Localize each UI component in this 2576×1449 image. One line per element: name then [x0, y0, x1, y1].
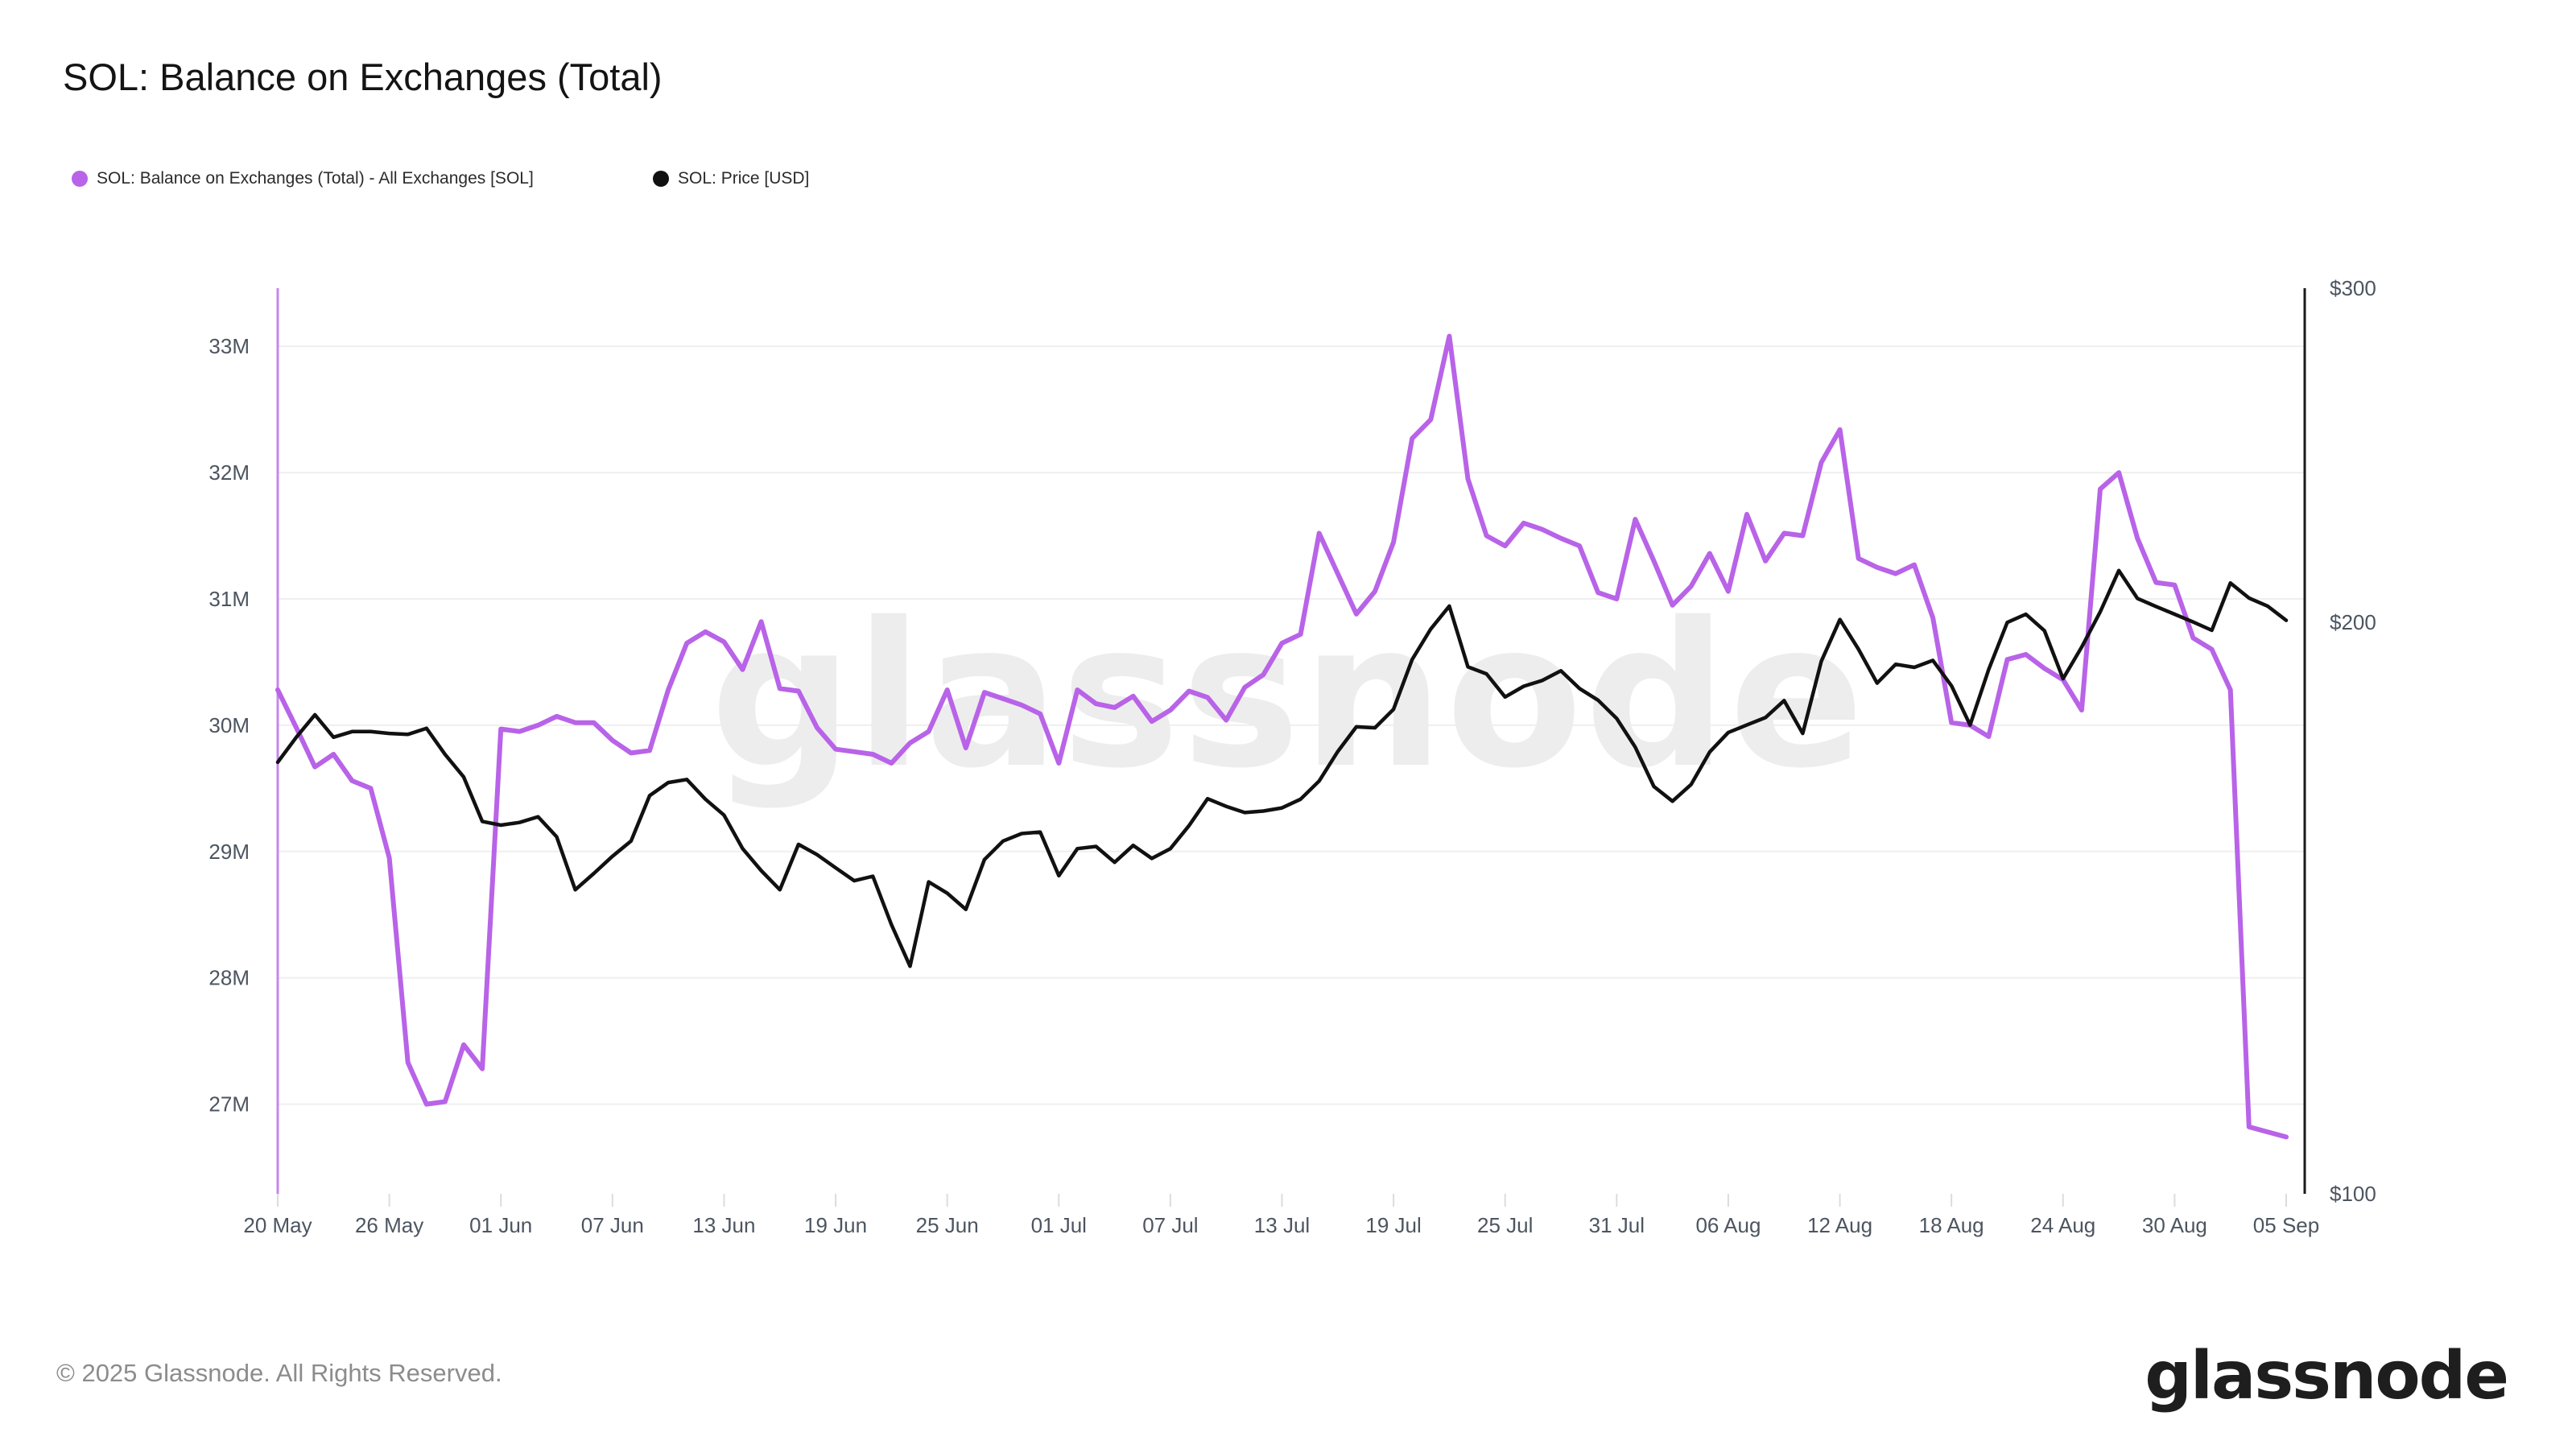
y-axis-right-tick-label: $200: [2330, 610, 2376, 634]
legend-label-balance: SOL: Balance on Exchanges (Total) - All …: [97, 169, 534, 188]
price-line: [275, 568, 2289, 968]
x-axis-tick-label: 31 Jul: [1589, 1213, 1645, 1237]
watermark: glassnode: [710, 580, 1866, 812]
y-axis-left-tick-label: 31M: [208, 587, 250, 611]
x-axis-tick-label: 24 Aug: [2030, 1213, 2095, 1237]
x-axis-tick-label: 01 Jul: [1031, 1213, 1087, 1237]
x-axis-tick-label: 12 Aug: [1807, 1213, 1872, 1237]
legend-dot-price-icon: [653, 171, 669, 187]
y-axis-left-tick-label: 32M: [208, 460, 250, 485]
glassnode-logo: glassnode: [2145, 1338, 2509, 1414]
x-axis-tick-label: 05 Sep: [2253, 1213, 2319, 1237]
y-axis-left-tick-label: 29M: [208, 840, 250, 864]
x-axis-tick-label: 19 Jul: [1365, 1213, 1421, 1237]
legend-label-price: SOL: Price [USD]: [678, 169, 810, 188]
x-axis-tick-label: 25 Jun: [916, 1213, 979, 1237]
x-axis-tick-label: 13 Jun: [692, 1213, 755, 1237]
x-axis-tick-label: 01 Jun: [469, 1213, 532, 1237]
x-axis-tick-label: 30 Aug: [2142, 1213, 2207, 1237]
y-axis-right-tick-label: $100: [2330, 1182, 2376, 1206]
y-axis-right-tick-label: $300: [2330, 276, 2376, 300]
legend-dot-balance-icon: [72, 171, 88, 187]
x-axis-tick-label: 20 May: [243, 1213, 312, 1237]
copyright-text: © 2025 Glassnode. All Rights Reserved.: [56, 1359, 502, 1387]
x-axis-tick-label: 25 Jul: [1477, 1213, 1533, 1237]
legend-item-balance[interactable]: SOL: Balance on Exchanges (Total) - All …: [71, 167, 534, 190]
y-axis-left-tick-label: 30M: [208, 713, 250, 737]
y-axis-left-tick-label: 33M: [208, 334, 250, 358]
y-axis-left-tick-label: 27M: [208, 1092, 250, 1117]
y-axis-left-tick-label: 28M: [208, 966, 250, 990]
x-axis-tick-label: 13 Jul: [1254, 1213, 1310, 1237]
legend-item-price[interactable]: SOL: Price [USD]: [652, 167, 809, 190]
x-axis-tick-label: 19 Jun: [804, 1213, 867, 1237]
x-axis-tick-label: 18 Aug: [1919, 1213, 1984, 1237]
page-title: SOL: Balance on Exchanges (Total): [63, 56, 663, 98]
balance-line: [275, 333, 2289, 1140]
x-axis-tick-label: 06 Aug: [1695, 1213, 1761, 1237]
x-axis-tick-label: 07 Jun: [581, 1213, 644, 1237]
x-axis-tick-label: 07 Jul: [1142, 1213, 1198, 1237]
x-axis-tick-label: 26 May: [355, 1213, 423, 1237]
